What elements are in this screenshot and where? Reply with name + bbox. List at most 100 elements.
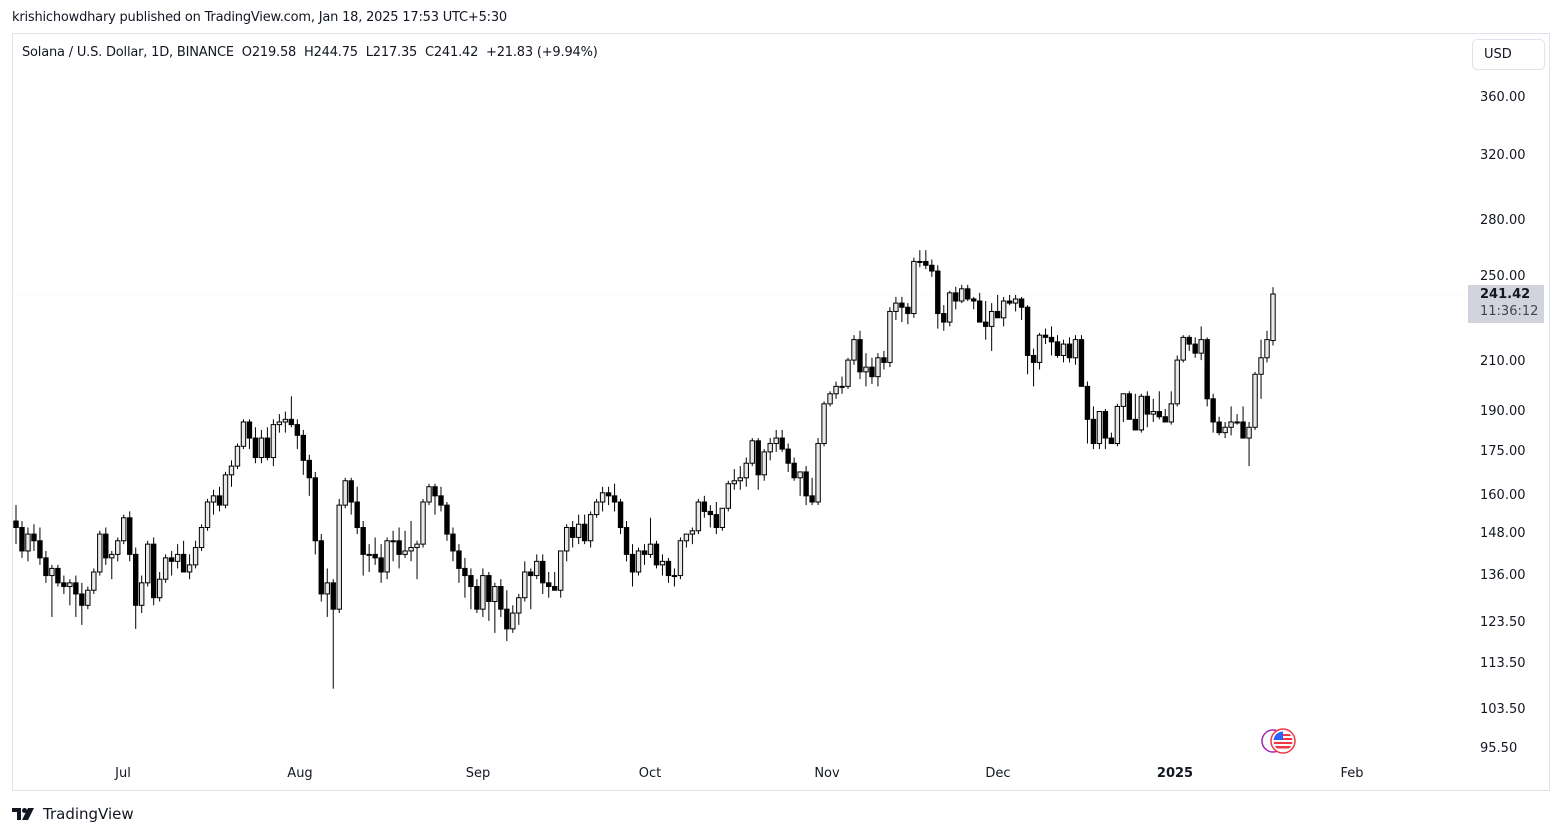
- candle-up: [773, 437, 779, 445]
- candle-down: [1078, 339, 1085, 387]
- time-tick-label: Oct: [638, 766, 662, 781]
- candle-down: [528, 571, 534, 577]
- tradingview-logo-icon: [12, 808, 34, 820]
- candle-down: [857, 339, 863, 373]
- candle-up: [1138, 395, 1145, 431]
- candle-up: [1198, 339, 1204, 354]
- candle-down: [1018, 298, 1025, 308]
- currency-button[interactable]: USD: [1472, 39, 1545, 70]
- candle-up: [1228, 421, 1234, 428]
- economic-events-icons[interactable]: [1259, 727, 1299, 755]
- candle-up: [725, 483, 731, 509]
- candle-up: [121, 517, 127, 542]
- candle-up: [258, 437, 265, 459]
- candle-down: [899, 302, 905, 308]
- candle-down: [444, 504, 450, 535]
- candle-down: [300, 434, 307, 461]
- candle-up: [635, 550, 642, 573]
- time-tick-label: Jul: [115, 766, 131, 781]
- time-tick-label: Sep: [465, 766, 491, 781]
- candle-up: [671, 575, 678, 578]
- candle-up: [384, 540, 390, 573]
- candle-up: [587, 514, 594, 542]
- price-tick-label: 103.50: [1480, 701, 1526, 717]
- candle-up: [534, 560, 540, 577]
- candle-up: [49, 567, 55, 577]
- candle-down: [168, 557, 175, 562]
- candle-down: [1054, 341, 1061, 356]
- candle-up: [749, 440, 755, 464]
- candle-down: [994, 310, 1001, 319]
- candle-up: [156, 578, 163, 599]
- candle-down: [1192, 343, 1198, 354]
- candle-down: [552, 586, 558, 591]
- candle-up: [414, 543, 420, 549]
- candle-up: [1270, 293, 1276, 342]
- candle-down: [31, 533, 37, 542]
- close-value: 241.42: [433, 45, 479, 60]
- candle-down: [791, 462, 797, 479]
- candle-up: [887, 310, 893, 363]
- us-flag-event-icon: [1261, 728, 1296, 754]
- candle-up: [827, 393, 833, 405]
- candle-down: [360, 527, 366, 555]
- price-tick-label: 280.00: [1480, 213, 1526, 229]
- candle-down: [294, 424, 301, 436]
- price-tick-label: 320.00: [1480, 147, 1526, 163]
- candle-up: [659, 560, 666, 566]
- candle-down: [713, 514, 720, 529]
- candle-up: [366, 553, 372, 556]
- tradingview-brand[interactable]: TradingView: [12, 805, 134, 823]
- candle-up: [25, 533, 31, 552]
- candle-down: [1048, 336, 1055, 343]
- candle-down: [1216, 421, 1222, 434]
- candle-up: [845, 359, 851, 387]
- candle-down: [396, 540, 402, 555]
- candle-down: [1186, 336, 1192, 345]
- publication-line: krishichowdhary published on TradingView…: [12, 10, 507, 25]
- candle-up: [270, 424, 277, 459]
- candle-up: [743, 462, 749, 479]
- candle-up: [1246, 426, 1252, 439]
- candle-up: [510, 612, 516, 630]
- candle-up: [234, 445, 241, 467]
- candle-up: [1060, 343, 1067, 356]
- symbol-name: Solana / U.S. Dollar, 1D, BINANCE: [22, 45, 234, 60]
- candle-down: [935, 270, 941, 315]
- candle-down: [288, 418, 295, 426]
- candle-up: [210, 495, 217, 503]
- candle-up: [851, 339, 857, 361]
- candle-up: [599, 492, 606, 503]
- candle-down: [306, 459, 313, 479]
- candle-down: [55, 567, 61, 584]
- candle-down: [923, 260, 929, 266]
- symbol-legend: Solana / U.S. Dollar, 1D, BINANCE O219.5…: [22, 45, 598, 60]
- candle-down: [216, 495, 223, 506]
- candle-down: [605, 492, 612, 497]
- candle-up: [731, 480, 737, 485]
- candle-down: [869, 366, 875, 378]
- candle-up: [97, 533, 103, 573]
- candle-up: [139, 582, 145, 606]
- candle-down: [486, 575, 492, 602]
- candle-up: [91, 571, 97, 591]
- candle-down: [378, 557, 384, 573]
- candle-down: [929, 264, 935, 272]
- brand-name: TradingView: [43, 805, 134, 823]
- candle-up: [516, 597, 522, 614]
- candle-down: [755, 440, 761, 476]
- candle-down: [881, 357, 887, 363]
- candle-down: [1030, 354, 1037, 363]
- candle-up: [839, 385, 845, 388]
- time-tick-label: Aug: [287, 766, 313, 781]
- candle-up: [1096, 411, 1103, 445]
- last-price-badge: 241.42 11:36:12: [1468, 285, 1544, 323]
- price-tick-label: 190.00: [1480, 403, 1526, 419]
- candle-down: [474, 586, 480, 610]
- candle-up: [109, 553, 115, 559]
- price-tick-label: 123.50: [1480, 614, 1526, 630]
- candle-up: [240, 421, 247, 447]
- candle-down: [127, 517, 133, 555]
- candle-down: [623, 527, 630, 555]
